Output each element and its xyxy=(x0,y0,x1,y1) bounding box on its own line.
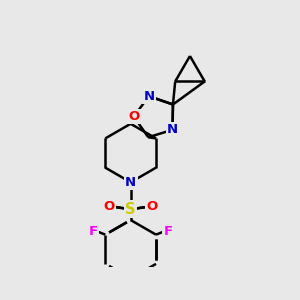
Text: N: N xyxy=(143,90,155,103)
Text: S: S xyxy=(125,202,136,217)
Text: F: F xyxy=(164,225,173,238)
Text: N: N xyxy=(125,176,136,189)
Text: O: O xyxy=(147,200,158,213)
Text: N: N xyxy=(167,123,178,136)
Text: O: O xyxy=(103,200,115,213)
Text: F: F xyxy=(88,225,98,238)
Text: O: O xyxy=(128,110,140,123)
